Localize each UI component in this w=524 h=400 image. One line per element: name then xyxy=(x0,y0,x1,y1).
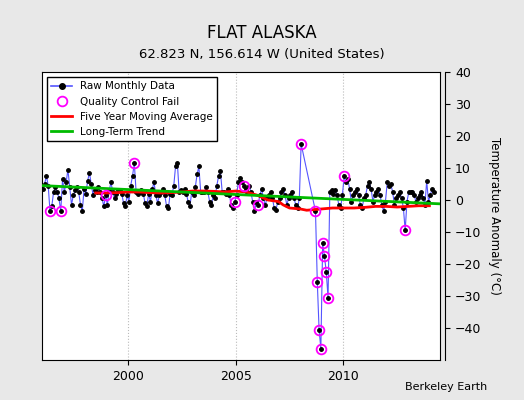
Text: Berkeley Earth: Berkeley Earth xyxy=(405,382,487,392)
Legend: Raw Monthly Data, Quality Control Fail, Five Year Moving Average, Long-Term Tren: Raw Monthly Data, Quality Control Fail, … xyxy=(47,77,217,141)
Y-axis label: Temperature Anomaly (°C): Temperature Anomaly (°C) xyxy=(488,137,501,295)
Text: FLAT ALASKA: FLAT ALASKA xyxy=(207,24,317,42)
Text: 62.823 N, 156.614 W (United States): 62.823 N, 156.614 W (United States) xyxy=(139,48,385,61)
